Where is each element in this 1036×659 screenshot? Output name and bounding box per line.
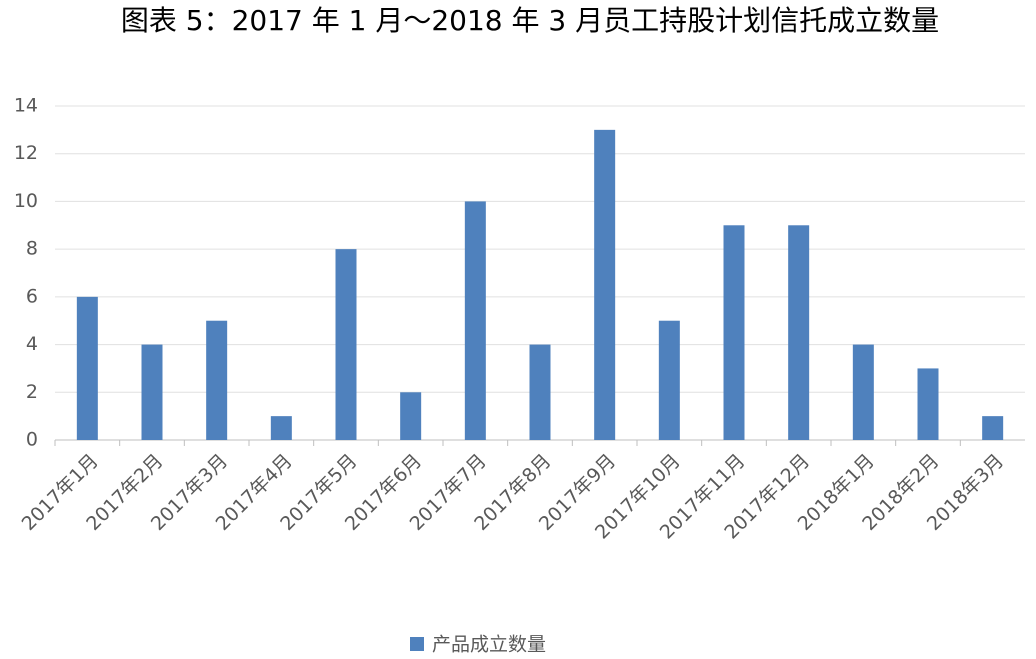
bar bbox=[723, 225, 745, 440]
y-tick-label: 8 bbox=[26, 238, 38, 260]
bar bbox=[658, 320, 680, 440]
bar bbox=[917, 368, 939, 440]
bar bbox=[76, 296, 98, 440]
bar bbox=[852, 344, 874, 440]
y-tick-label: 10 bbox=[14, 190, 38, 212]
bar bbox=[141, 344, 163, 440]
y-tick-label: 14 bbox=[14, 95, 38, 117]
legend-label: 产品成立数量 bbox=[432, 634, 546, 656]
bar bbox=[982, 416, 1004, 440]
bar bbox=[335, 249, 357, 440]
bar bbox=[206, 320, 228, 440]
legend-swatch bbox=[410, 637, 424, 651]
bar bbox=[464, 201, 486, 440]
bar bbox=[594, 129, 616, 440]
y-tick-label: 6 bbox=[26, 285, 38, 307]
y-tick-label: 4 bbox=[26, 333, 38, 355]
bar bbox=[788, 225, 810, 440]
y-tick-label: 0 bbox=[26, 429, 38, 451]
bar bbox=[529, 344, 551, 440]
chart-title: 图表 5：2017 年 1 月～2018 年 3 月员工持股计划信托成立数量 bbox=[121, 4, 939, 37]
y-tick-label: 2 bbox=[26, 381, 38, 403]
bar bbox=[400, 392, 422, 440]
y-tick-label: 12 bbox=[14, 142, 38, 164]
bar bbox=[270, 416, 292, 440]
